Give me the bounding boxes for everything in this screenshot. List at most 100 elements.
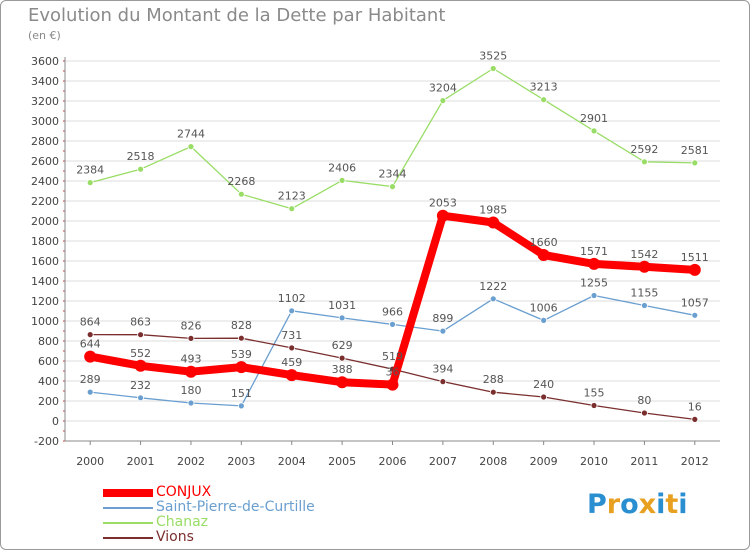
data-point: [691, 311, 699, 319]
y-tick-label: 600: [38, 355, 59, 368]
legend-item: CONJUX: [103, 485, 315, 500]
data-label: 180: [180, 384, 201, 397]
y-tick-label: 1600: [31, 255, 59, 268]
x-tick-label: 2010: [580, 455, 608, 468]
data-label: 388: [332, 363, 353, 376]
x-tick-label: 2006: [379, 455, 407, 468]
data-label: 151: [231, 387, 252, 400]
data-point: [237, 334, 245, 342]
data-point: [540, 316, 548, 324]
data-point: [691, 159, 699, 167]
data-label: 80: [637, 394, 651, 407]
y-tick-label: 1400: [31, 275, 59, 288]
x-tick-label: 2000: [76, 455, 104, 468]
legend-label: Vions: [156, 529, 194, 545]
data-point: [84, 350, 97, 363]
data-point: [688, 263, 701, 276]
data-point: [288, 307, 296, 315]
data-label: 394: [432, 363, 453, 376]
legend-swatch: [103, 521, 153, 524]
data-label: 2406: [328, 161, 356, 174]
data-label: 1031: [328, 299, 356, 312]
data-point: [537, 249, 550, 261]
x-tick-label: 2003: [227, 455, 255, 468]
y-tick-label: 3000: [31, 115, 59, 128]
data-point: [288, 205, 296, 213]
data-label: 2744: [177, 128, 205, 141]
y-tick-label: 200: [38, 395, 59, 408]
data-label: 826: [180, 319, 201, 332]
data-label: 629: [332, 339, 353, 352]
data-point: [237, 190, 245, 198]
logo-letter: P: [587, 489, 607, 520]
data-point: [487, 216, 500, 229]
data-point: [489, 388, 497, 396]
data-point: [590, 127, 598, 135]
data-point: [285, 369, 298, 382]
data-label: 1660: [530, 236, 558, 249]
logo-letter: i: [678, 489, 688, 520]
data-label: 731: [281, 329, 302, 342]
data-label: 644: [80, 338, 101, 351]
data-label: 864: [80, 316, 101, 329]
data-point: [86, 179, 94, 187]
data-point: [187, 334, 195, 342]
legend-label: Saint-Pierre-de-Curtille: [156, 499, 315, 515]
data-point: [336, 376, 349, 389]
data-point: [187, 399, 195, 407]
data-point: [235, 361, 248, 374]
data-label: 1155: [630, 287, 658, 300]
data-point: [641, 302, 648, 309]
chart-unit: (en €): [28, 29, 61, 42]
data-point: [588, 257, 601, 270]
y-tick-label: 2000: [31, 215, 59, 228]
data-label: 1255: [580, 277, 608, 290]
logo-letter: o: [620, 489, 639, 520]
data-label: 288: [483, 373, 504, 386]
y-tick-label: 1200: [31, 295, 59, 308]
data-label: 36: [386, 366, 400, 379]
data-label: 2344: [379, 168, 407, 181]
y-tick-label: 3400: [31, 75, 59, 88]
data-point: [489, 65, 497, 72]
x-tick-label: 2007: [429, 455, 457, 468]
y-tick-label: 2200: [31, 195, 59, 208]
data-label: 1542: [630, 248, 658, 261]
data-point: [389, 183, 396, 191]
y-tick-label: 3200: [31, 95, 59, 108]
data-label: 863: [130, 316, 151, 329]
data-point: [439, 97, 447, 104]
data-label: 16: [688, 400, 702, 413]
y-tick-label: 800: [38, 335, 59, 348]
data-label: 1222: [479, 280, 507, 293]
x-tick-label: 2004: [278, 455, 306, 468]
legend-swatch: [103, 488, 153, 497]
data-point: [540, 96, 548, 104]
data-point: [540, 393, 548, 401]
x-tick-label: 2011: [630, 455, 658, 468]
data-label: 459: [281, 356, 302, 369]
data-point: [439, 378, 447, 386]
data-point: [641, 158, 648, 166]
data-label: 1006: [530, 301, 558, 314]
x-tick-label: 2002: [177, 455, 205, 468]
data-point: [338, 314, 346, 322]
legend-label: Chanaz: [156, 514, 209, 530]
data-label: 2268: [227, 175, 255, 188]
data-label: 3213: [530, 81, 558, 94]
data-point: [389, 320, 396, 328]
data-label: 1102: [278, 292, 306, 305]
data-label: 966: [382, 305, 403, 318]
data-point: [184, 365, 197, 378]
data-label: 2581: [681, 144, 709, 157]
data-label: 539: [231, 348, 252, 361]
legend-item: Saint-Pierre-de-Curtille: [103, 500, 315, 515]
data-label: 3204: [429, 82, 457, 95]
x-tick-label: 2009: [530, 455, 558, 468]
data-point: [237, 402, 245, 410]
data-label: 232: [130, 379, 151, 392]
data-label: 519: [382, 350, 403, 363]
logo-letter: x: [638, 489, 657, 520]
